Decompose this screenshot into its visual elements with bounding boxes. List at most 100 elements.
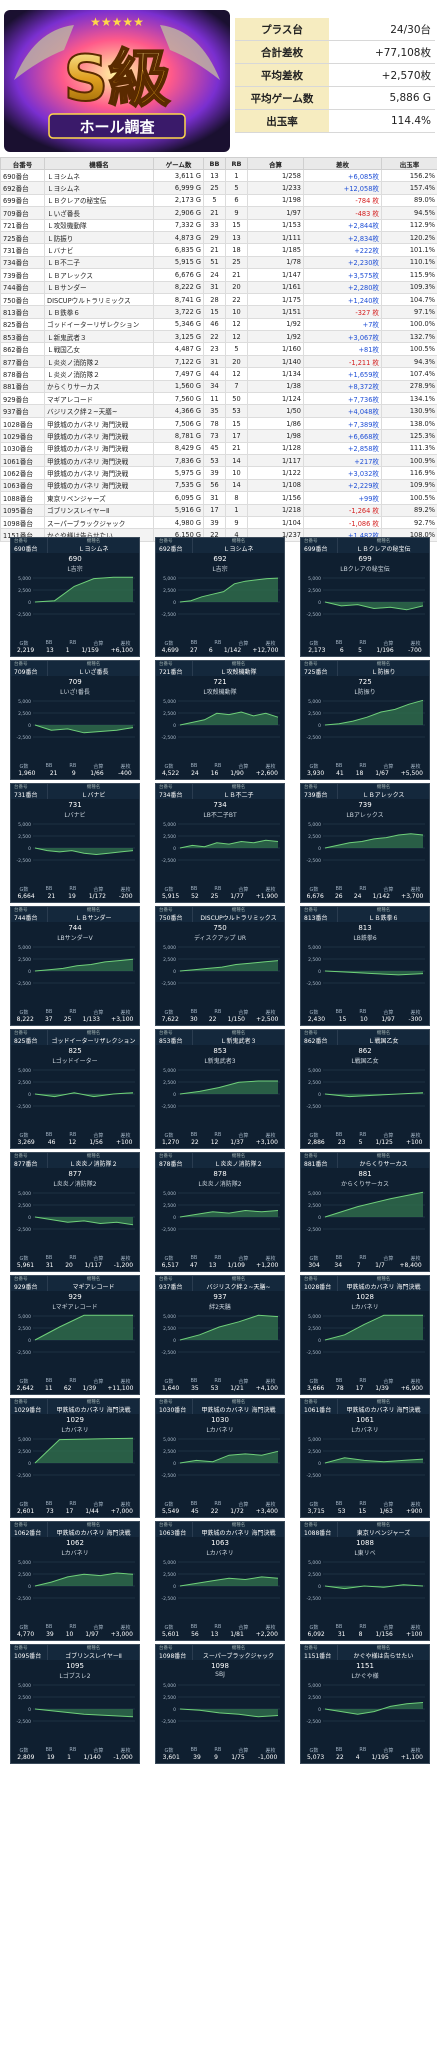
slump-card[interactable]: 台番号 692番台 機種名 Ｌヨシムネ 692 L吉宗 5,000 2,500 0 -2,500 G… — [155, 537, 285, 657]
table-cell: 5,915 G — [153, 255, 204, 270]
table-row[interactable]: 1061番台 甲鉄城のカバネリ 海門決戦 7,836 G 53 14 1/117 +217枚… — [0, 453, 437, 468]
slump-card[interactable]: 台番号 731番台 機種名 Ｌバナビ 731 Lバナビ 5,000 2,500 0 -2,500 G… — [10, 783, 140, 903]
table-row[interactable]: 1062番台 甲鉄城のカバネリ 海門決戦 5,975 G 39 10 1/122 +3,03… — [0, 466, 437, 480]
table-row[interactable]: 744番台 ＬＢサンダー 8,222 G 31 20 1/161 +2,280枚 109.3% — [0, 280, 437, 294]
slump-card[interactable]: 台番号 1029番台 機種名 甲鉄城のカバネリ 海門決戦 1029 Lカバネリ 5,000 2… — [10, 1398, 140, 1518]
table-row[interactable]: 877番台 Ｌ炎炎ノ消防隊２ 7,122 G 31 20 1/140 -1,211 枚 94.… — [0, 354, 437, 369]
card-unit: 台番号 853番台 — [156, 1030, 193, 1045]
card-machine-name: かぐや様は告らせたい — [353, 1653, 414, 1660]
table-cell: 1/117 — [247, 453, 304, 468]
slump-card[interactable]: 台番号 699番台 機種名 ＬＢクレアの秘宝伝 699 LBクレアの秘宝伝 5,000 2,5… — [300, 537, 430, 657]
table-cell: からくりサーカス — [44, 379, 154, 394]
column-header[interactable]: 差枚 — [303, 157, 382, 170]
footer-value: +6,900 — [400, 1385, 423, 1392]
slump-card[interactable]: 台番号 1061番台 機種名 甲鉄城のカバネリ 海門決戦 1061 Lカバネリ 5,000 2… — [300, 1398, 430, 1518]
slump-card[interactable]: 台番号 744番台 機種名 ＬＢサンダー 744 LBサンダーV 5,000 2,500 0 -2… — [10, 906, 140, 1026]
slump-card[interactable]: 台番号 1062番台 機種名 甲鉄城のカバネリ 海門決戦 1062 Lカバネリ 5,000 2… — [10, 1521, 140, 1641]
table-row[interactable]: 699番台 ＬＢクレアの秘宝伝 2,173 G 5 6 1/198 -784 枚 89.0% — [0, 193, 437, 208]
table-row[interactable]: 881番台 からくりサーカス 1,560 G 34 7 1/38 +8,372枚 278.9% — [0, 379, 437, 394]
column-header[interactable]: ゲーム数 — [153, 157, 204, 170]
card-model-name: Lかぐや様 — [351, 1673, 379, 1680]
slump-card[interactable]: 台番号 862番台 機種名 Ｌ戦国乙女 862 L戦国乙女 5,000 2,500 0 -2,50… — [300, 1029, 430, 1149]
slump-card[interactable]: 台番号 878番台 機種名 Ｌ炎炎ノ消防隊２ 878 L炎炎ノ消防隊2 5,000 2,500… — [155, 1152, 285, 1272]
table-row[interactable]: 721番台 Ｌ攻殻機動隊 7,332 G 33 15 1/153 +2,844枚 112.9% — [0, 218, 437, 232]
table-cell: 825番台 — [0, 317, 45, 332]
column-header[interactable]: 合算 — [247, 157, 304, 170]
table-row[interactable]: 750番台 DISCUPウルトラリミックス 8,741 G 28 22 1/175 +1,2… — [0, 292, 437, 307]
slump-card[interactable]: 台番号 825番台 機種名 ゴッドイーターリザレクション 825 Lゴッドイーター 5,00… — [10, 1029, 140, 1149]
slump-graph: 5,000 2,500 0 -2,500 — [161, 1437, 280, 1479]
slump-card[interactable]: 台番号 739番台 機種名 ＬＢアレックス 739 LBアレックス 5,000 2,500 0 -… — [300, 783, 430, 903]
footer-value: 1/195 — [371, 1754, 389, 1761]
table-row[interactable]: 853番台 Ｌ新鬼武者３ 3,125 G 22 12 1/92 +3,067枚 132.7% — [0, 330, 437, 344]
table-row[interactable]: 690番台 Ｌヨシムネ 3,611 G 13 1 1/258 +6,085枚 156.2% — [0, 168, 437, 183]
footer-value: 5,961 — [16, 1262, 35, 1269]
slump-card[interactable]: 台番号 1151番台 機種名 かぐや様は告らせたい 1151 Lかぐや様 5,000 2,50… — [300, 1644, 430, 1764]
slump-card[interactable]: 台番号 1063番台 機種名 甲鉄城のカバネリ 海門決戦 1063 Lカバネリ 5,000 2… — [155, 1521, 285, 1641]
slump-card[interactable]: 台番号 709番台 機種名 Ｌいざ番長 709 Lいざ!番長 5,000 2,500 0 -2,5… — [10, 660, 140, 780]
table-row[interactable]: 929番台 マギアレコード 7,560 G 11 50 1/124 +7,736枚 134.1… — [0, 392, 437, 406]
footer-label: 合算 — [93, 641, 104, 647]
slump-card[interactable]: 台番号 813番台 機種名 ＬＢ鉄拳６ 813 LB鉄拳6 5,000 2,500 0 -2,50… — [300, 906, 430, 1026]
table-row[interactable]: 734番台 ＬＢ不二子 5,915 G 51 25 1/78 +2,230枚 110.1% — [0, 255, 437, 270]
table-row[interactable]: 1029番台 甲鉄城のカバネリ 海門決戦 8,781 G 73 17 1/98 +6,668… — [0, 429, 437, 443]
slump-card[interactable]: 台番号 1098番台 機種名 スーパーブラックジャック 1098 SBJ 5,000 2,50… — [155, 1644, 285, 1764]
footer-value: 24 — [353, 893, 362, 900]
table-cell: ＬＢ鉄拳６ — [44, 305, 154, 319]
slump-card[interactable]: 台番号 1030番台 機種名 甲鉄城のカバネリ 海門決戦 1030 Lカバネリ 5,000 2… — [155, 1398, 285, 1518]
slump-card[interactable]: 台番号 881番台 機種名 からくりサーカス 881 からくりサーカス 5,000 2,500… — [300, 1152, 430, 1272]
slump-card[interactable]: 台番号 1028番台 機種名 甲鉄城のカバネリ 海門決戦 1028 Lカバネリ 5,000 2… — [300, 1275, 430, 1395]
table-row[interactable]: 1030番台 甲鉄城のカバネリ 海門決戦 8,429 G 45 21 1/128 +2,85… — [0, 441, 437, 456]
table-row[interactable]: 1098番台 スーパーブラックジャック 4,980 G 39 9 1/104 -1,086 … — [0, 515, 437, 530]
table-row[interactable]: 725番台 Ｌ防振り 4,873 G 29 13 1/111 +2,834枚 120.2% — [0, 230, 437, 245]
card-footer-values: 2,430 15 10 1/97 -300 — [301, 1016, 429, 1023]
column-header[interactable]: RB — [225, 157, 248, 170]
table-row[interactable]: 813番台 ＬＢ鉄拳６ 3,722 G 15 10 1/151 -327 枚 97.1% — [0, 305, 437, 319]
card-footer: G数 BB RB 合算 差枚 5,549 45 22 1/72 +3,400 — [156, 1501, 284, 1515]
table-row[interactable]: 739番台 ＬＢアレックス 6,676 G 24 21 1/147 +3,575枚 115.9… — [0, 268, 437, 282]
table-row[interactable]: 1063番台 甲鉄城のカバネリ 海門決戦 7,535 G 56 14 1/108 +2,22… — [0, 478, 437, 493]
footer-value: 11 — [44, 1385, 53, 1392]
axis-tick-label: -2,500 — [306, 1227, 321, 1233]
footer-label: RB — [69, 886, 77, 892]
slump-card[interactable]: 台番号 853番台 機種名 Ｌ新鬼武者３ 853 L新鬼武者3 5,000 2,500 0 -2,… — [155, 1029, 285, 1149]
card-machine: 機種名 スーパーブラックジャック — [193, 1645, 284, 1660]
footer-label: 差枚 — [120, 1010, 131, 1016]
column-header[interactable]: 機種名 — [44, 157, 154, 170]
table-row[interactable]: 937番台 バジリスク絆２~天膳~ 4,366 G 35 53 1/50 +4,048枚 13… — [0, 404, 437, 418]
footer-value: 1/109 — [227, 1262, 245, 1269]
slump-card[interactable]: 台番号 721番台 機種名 Ｌ攻殻機動隊 721 L攻殻機動隊 5,000 2,500 0 -2,… — [155, 660, 285, 780]
column-header[interactable]: BB — [203, 157, 226, 170]
card-footer-values: 4,699 27 6 1/142 +12,700 — [156, 647, 284, 654]
slump-graph: 5,000 2,500 0 -2,500 — [16, 699, 135, 741]
table-row[interactable]: 709番台 Ｌいざ番長 2,906 G 21 9 1/97 -483 枚 94.5% — [0, 206, 437, 220]
table-cell: 1 — [225, 168, 248, 183]
footer-label: BB — [45, 1501, 53, 1507]
slump-card[interactable]: 台番号 877番台 機種名 Ｌ炎炎ノ消防隊２ 877 L炎炎ノ消防隊2 5,000 2,500… — [10, 1152, 140, 1272]
card-unit: 台番号 929番台 — [11, 1276, 48, 1291]
footer-label: 合算 — [93, 1133, 104, 1139]
slump-card[interactable]: 台番号 1088番台 機種名 東京リベンジャーズ 1088 L東リベ 5,000 2,500 0… — [300, 1521, 430, 1641]
column-header[interactable]: 台番号 — [0, 157, 45, 170]
slump-card[interactable]: 台番号 750番台 機種名 DISCUPウルトラリミックス 750 ディスクアップ UR 5… — [155, 906, 285, 1026]
graph-line — [324, 1314, 423, 1341]
column-header[interactable]: 出玉率 — [381, 157, 437, 170]
table-row[interactable]: 862番台 Ｌ戦国乙女 4,487 G 23 5 1/160 +81枚 100.5% — [0, 342, 437, 356]
table-row[interactable]: 878番台 Ｌ炎炎ノ消防隊２ 7,497 G 44 12 1/134 +1,659枚 107.… — [0, 367, 437, 381]
slump-card[interactable]: 台番号 690番台 機種名 Ｌヨシムネ 690 L吉宗 5,000 2,500 0 -2,500 G… — [10, 537, 140, 657]
card-model-name: SBJ — [215, 1671, 225, 1678]
table-cell: 1/104 — [247, 515, 304, 530]
footer-value: 37 — [44, 1016, 53, 1023]
table-row[interactable]: 1088番台 東京リベンジャーズ 6,095 G 31 8 1/156 +99枚 100.5% — [0, 491, 437, 505]
table-row[interactable]: 825番台 ゴッドイーターリザレクション 5,346 G 46 12 1/92 +7枚 100… — [0, 317, 437, 332]
table-row[interactable]: 731番台 Ｌバナビ 6,835 G 21 18 1/185 +222枚 101.1% — [0, 243, 437, 257]
table-row[interactable]: 1028番台 甲鉄城のカバネリ 海門決戦 7,506 G 78 15 1/86 +7,389… — [0, 416, 437, 431]
slump-card[interactable]: 台番号 1095番台 機種名 ゴブリンスレイヤーⅡ 1095 Lゴブスレ2 5,000 2,5… — [10, 1644, 140, 1764]
slump-card[interactable]: 台番号 734番台 機種名 ＬＢ不二子 734 LB不二子BT 5,000 2,500 0 -2,… — [155, 783, 285, 903]
table-row[interactable]: 692番台 Ｌヨシムネ 6,999 G 25 5 1/233 +12,058枚 157.4% — [0, 181, 437, 195]
slump-card[interactable]: 台番号 725番台 機種名 Ｌ防振り 725 L防振り 5,000 2,500 0 -2,500 G… — [300, 660, 430, 780]
slump-card[interactable]: 台番号 937番台 機種名 バジリスク絆２~天膳~ 937 絆2天膳 5,000 2,500 0… — [155, 1275, 285, 1395]
slump-card[interactable]: 台番号 929番台 機種名 マギアレコード 929 Lマギアレコード 5,000 2,500 0… — [10, 1275, 140, 1395]
table-cell: 23 — [203, 342, 226, 356]
